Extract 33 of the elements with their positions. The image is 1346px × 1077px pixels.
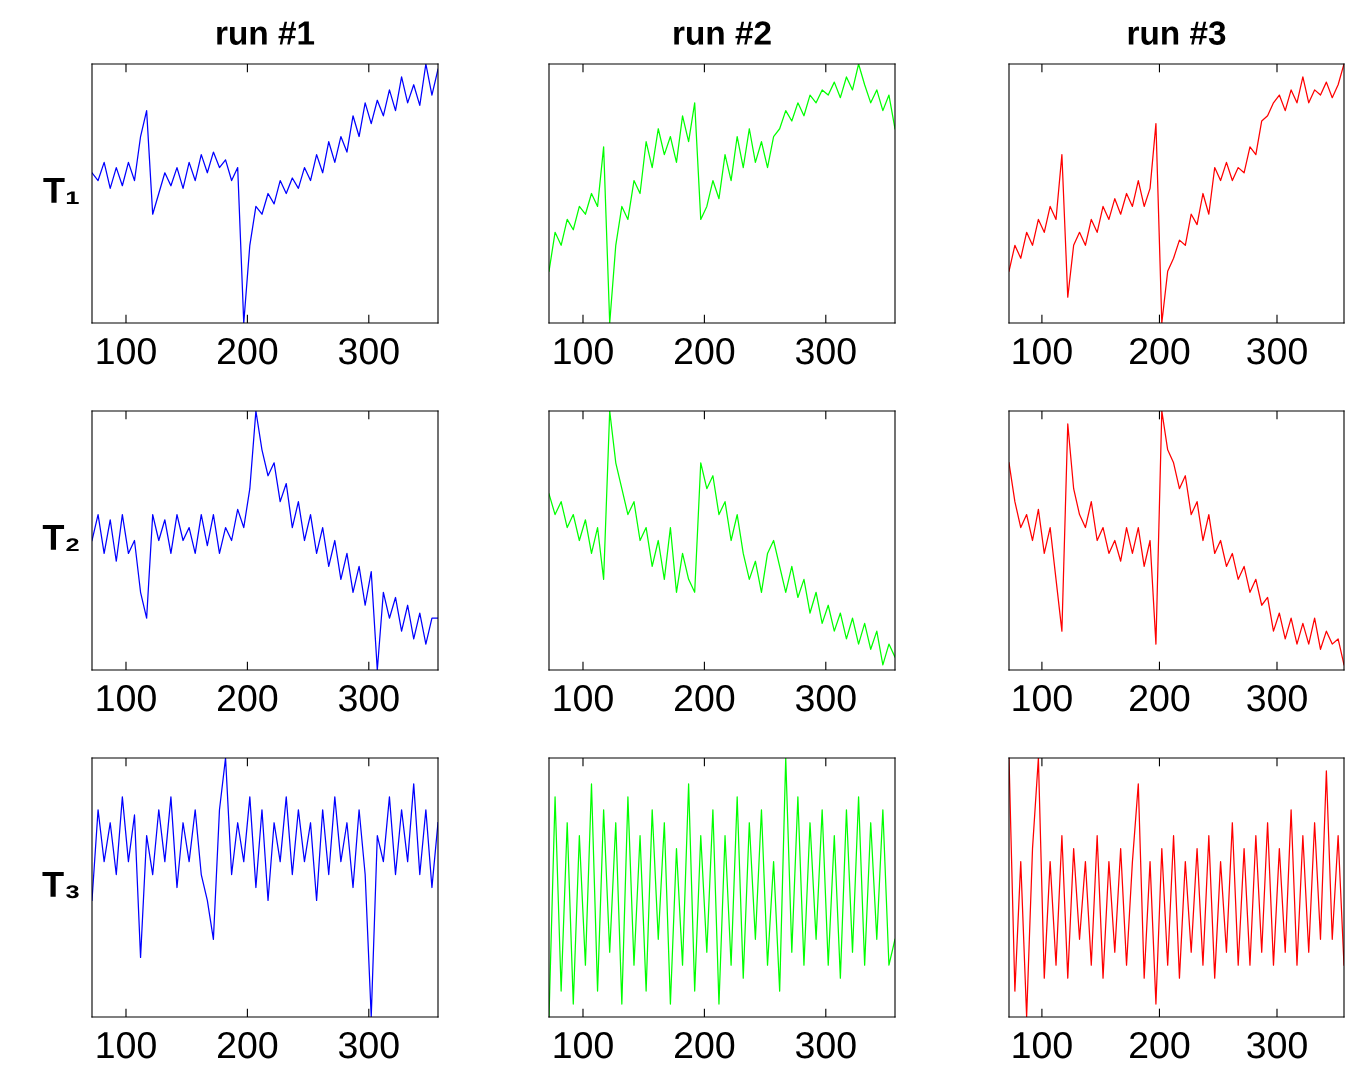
y-axis-title: T₃	[42, 871, 79, 899]
x-tick-label: 200	[1130, 684, 1190, 712]
chart-title: run #3	[1128, 21, 1226, 45]
x-tick-label: 200	[675, 684, 735, 712]
x-tick-label: 200	[218, 684, 278, 712]
x-tick-label: 100	[97, 1031, 156, 1059]
x-tick-label: 300	[795, 337, 856, 365]
x-tick-label: 300	[1247, 1031, 1307, 1059]
x-tick-label: 200	[675, 1031, 735, 1059]
x-tick-label: 200	[675, 337, 735, 365]
x-tick-label: 100	[97, 337, 156, 365]
x-tick-label: 100	[554, 1031, 613, 1059]
x-tick-label: 300	[795, 1031, 856, 1059]
chart-title: run #2	[674, 21, 771, 45]
x-tick-label: 300	[338, 1031, 399, 1059]
x-tick-label: 100	[97, 684, 156, 712]
x-tick-label: 100	[554, 684, 613, 712]
y-axis-title: T₁	[43, 177, 79, 204]
x-tick-label: 100	[1013, 684, 1072, 712]
x-tick-label: 300	[1247, 684, 1307, 712]
y-axis-title: T₂	[42, 524, 79, 551]
x-tick-label: 200	[218, 337, 278, 365]
x-tick-label: 200	[1130, 1031, 1190, 1059]
x-tick-label: 200	[1130, 337, 1190, 365]
chart-title: run #1	[217, 21, 315, 45]
x-tick-label: 300	[338, 684, 399, 712]
x-tick-label: 200	[218, 1031, 278, 1059]
x-tick-label: 100	[1013, 1031, 1072, 1059]
x-tick-label: 300	[338, 337, 399, 365]
x-tick-label: 100	[554, 337, 613, 365]
x-tick-label: 300	[1247, 337, 1307, 365]
x-tick-label: 300	[795, 684, 856, 712]
x-tick-label: 100	[1013, 337, 1072, 365]
